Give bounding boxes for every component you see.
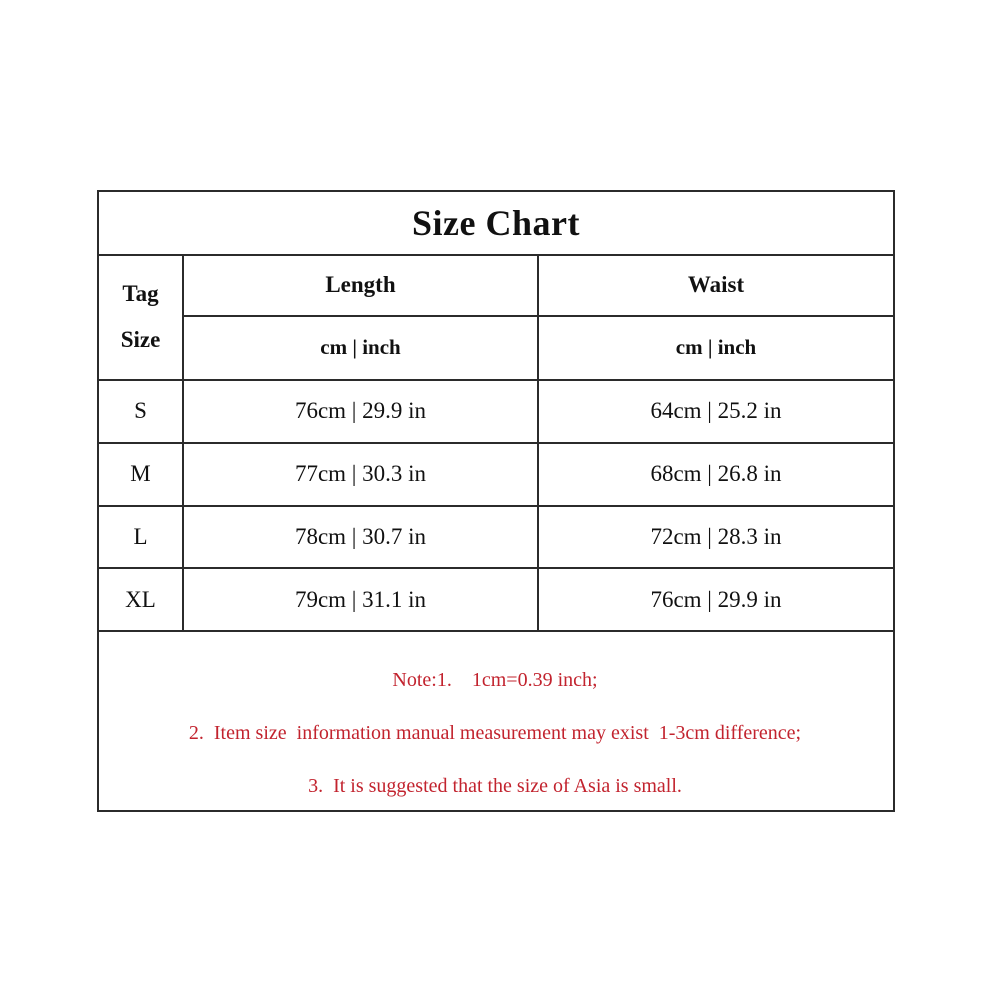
tag-size-line1: Tag [122, 281, 159, 307]
size-cell: XL [97, 567, 184, 633]
table-row-m: M 77cm | 30.3 in 68cm | 26.8 in [97, 441, 895, 507]
size-chart-table: Size Chart Tag Size Length Waist cm | in… [97, 190, 895, 812]
note-line-2: 2. Item size information manual measurem… [188, 722, 802, 745]
length-cell: 76cm | 29.9 in [182, 378, 539, 444]
size-cell: S [97, 378, 184, 444]
notes-row: Note:1. 1cm=0.39 inch; 2. Item size info… [97, 630, 895, 812]
measure-header-row: Tag Size Length Waist [97, 253, 895, 381]
tag-size-line2: Size [120, 327, 161, 353]
table-row-xl: XL 79cm | 31.1 in 76cm | 29.9 in [97, 567, 895, 633]
size-cell: M [97, 441, 184, 507]
waist-cell: 76cm | 29.9 in [537, 567, 895, 633]
waist-cell: 68cm | 26.8 in [537, 441, 895, 507]
length-header: Length [182, 253, 539, 317]
size-cell: L [97, 504, 184, 570]
waist-cell: 64cm | 25.2 in [537, 378, 895, 444]
length-cell: 77cm | 30.3 in [182, 441, 539, 507]
note-line-1: Note:1. 1cm=0.39 inch; [392, 669, 598, 692]
table-row-s: S 76cm | 29.9 in 64cm | 25.2 in [97, 378, 895, 444]
units-row: cm | inch cm | inch [98, 314, 895, 381]
waist-cell: 72cm | 28.3 in [537, 504, 895, 570]
table-row-l: L 78cm | 30.7 in 72cm | 28.3 in [97, 504, 895, 570]
note-line-3: 3. It is suggested that the size of Asia… [308, 775, 682, 798]
length-units-header: cm | inch [182, 314, 539, 381]
waist-units-header: cm | inch [537, 314, 895, 381]
size-chart-title: Size Chart [97, 190, 895, 256]
tag-size-header: Tag Size [97, 253, 184, 381]
title-row: Size Chart [97, 190, 895, 256]
notes-section: Note:1. 1cm=0.39 inch; 2. Item size info… [97, 630, 895, 812]
waist-header: Waist [537, 253, 895, 317]
length-cell: 79cm | 31.1 in [182, 567, 539, 633]
length-cell: 78cm | 30.7 in [182, 504, 539, 570]
